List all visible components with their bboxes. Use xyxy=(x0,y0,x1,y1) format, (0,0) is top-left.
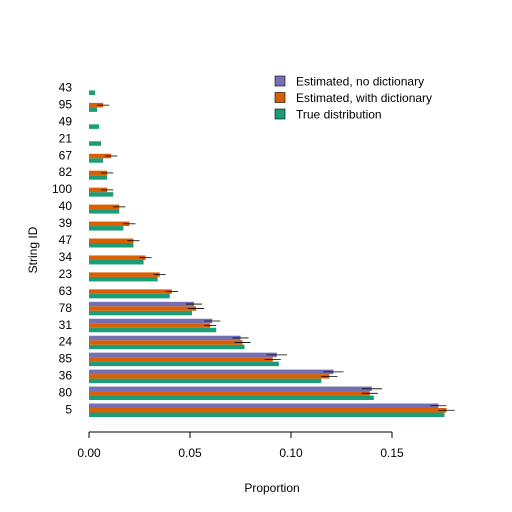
bar-24-series-2 xyxy=(89,344,245,350)
bar-85-series-1 xyxy=(89,357,273,362)
bar-80-series-0 xyxy=(89,386,372,392)
y-tick-label: 100 xyxy=(52,182,72,196)
bar-80-series-1 xyxy=(89,391,370,396)
bar-80-series-2 xyxy=(89,395,374,401)
bar-49-series-2 xyxy=(89,124,100,129)
bar-100-series-1 xyxy=(89,187,108,193)
legend-label-1: Estimated, with dictionary xyxy=(296,91,432,105)
y-tick-label: 5 xyxy=(65,403,72,417)
bar-31-series-1 xyxy=(89,323,211,328)
bar-95-series-1 xyxy=(89,102,104,108)
bar-63-series-1 xyxy=(89,289,172,294)
bar-82-series-1 xyxy=(89,170,108,176)
y-tick-label: 40 xyxy=(59,199,73,213)
bar-31-series-2 xyxy=(89,327,217,333)
bar-39-series-2 xyxy=(89,226,124,231)
y-tick-label: 23 xyxy=(59,267,73,281)
bar-24-series-0 xyxy=(89,335,241,341)
y-tick-label: 47 xyxy=(59,233,73,247)
y-tick-label: 31 xyxy=(59,318,73,332)
bar-47-series-1 xyxy=(89,238,134,243)
y-tick-label: 67 xyxy=(59,148,73,162)
bar-36-series-0 xyxy=(89,369,334,375)
legend-label-2: True distribution xyxy=(296,108,382,122)
bar-67-series-2 xyxy=(89,158,104,163)
y-tick-label: 39 xyxy=(59,216,73,230)
bar-34-series-2 xyxy=(89,259,144,265)
y-tick-label: 36 xyxy=(59,369,73,383)
y-axis-title: String ID xyxy=(26,226,40,273)
y-tick-label: 78 xyxy=(59,301,73,315)
bar-36-series-2 xyxy=(89,378,322,384)
bar-47-series-2 xyxy=(89,243,134,248)
bar-40-series-2 xyxy=(89,209,120,214)
legend-swatch-1 xyxy=(274,92,286,103)
bar-85-series-2 xyxy=(89,361,279,367)
bar-24-series-1 xyxy=(89,340,243,345)
y-tick-label: 43 xyxy=(59,80,73,94)
bar-67-series-1 xyxy=(89,153,112,159)
y-tick-label: 82 xyxy=(59,165,73,179)
bar-39-series-1 xyxy=(89,221,130,227)
bar-36-series-1 xyxy=(89,374,330,379)
bar-78-series-0 xyxy=(89,301,195,307)
y-tick-label: 80 xyxy=(59,386,73,400)
bar-82-series-2 xyxy=(89,175,108,180)
y-tick-label: 34 xyxy=(59,250,73,264)
y-tick-label: 21 xyxy=(59,131,73,145)
y-tick-label: 24 xyxy=(59,335,73,349)
legend-swatch-0 xyxy=(274,75,286,87)
legend-label-0: Estimated, no dictionary xyxy=(296,75,424,89)
bar-23-series-1 xyxy=(89,272,160,277)
x-tick-label: 0.15 xyxy=(380,446,404,460)
y-tick-label: 49 xyxy=(59,114,73,128)
x-tick-label: 0.05 xyxy=(178,446,202,460)
bar-5-series-1 xyxy=(89,408,447,413)
bar-23-series-2 xyxy=(89,276,158,282)
bar-85-series-0 xyxy=(89,352,277,358)
x-axis-title: Proportion xyxy=(244,481,299,495)
y-tick-label: 63 xyxy=(59,284,73,298)
bar-95-series-2 xyxy=(89,107,98,112)
y-tick-label: 95 xyxy=(59,97,73,111)
x-tick-label: 0.10 xyxy=(279,446,303,460)
bar-21-series-2 xyxy=(89,141,102,146)
bar-40-series-1 xyxy=(89,204,120,210)
bar-100-series-2 xyxy=(89,192,114,197)
x-tick-label: 0.00 xyxy=(77,446,101,460)
bar-5-series-2 xyxy=(89,412,445,417)
bar-31-series-0 xyxy=(89,318,213,324)
bar-43-series-2 xyxy=(89,90,96,95)
bar-78-series-1 xyxy=(89,306,197,311)
y-tick-label: 85 xyxy=(59,352,73,366)
bar-5-series-0 xyxy=(89,403,439,408)
legend-swatch-2 xyxy=(274,108,286,120)
bar-34-series-1 xyxy=(89,255,146,260)
bar-63-series-2 xyxy=(89,293,170,299)
bar-78-series-2 xyxy=(89,310,193,316)
